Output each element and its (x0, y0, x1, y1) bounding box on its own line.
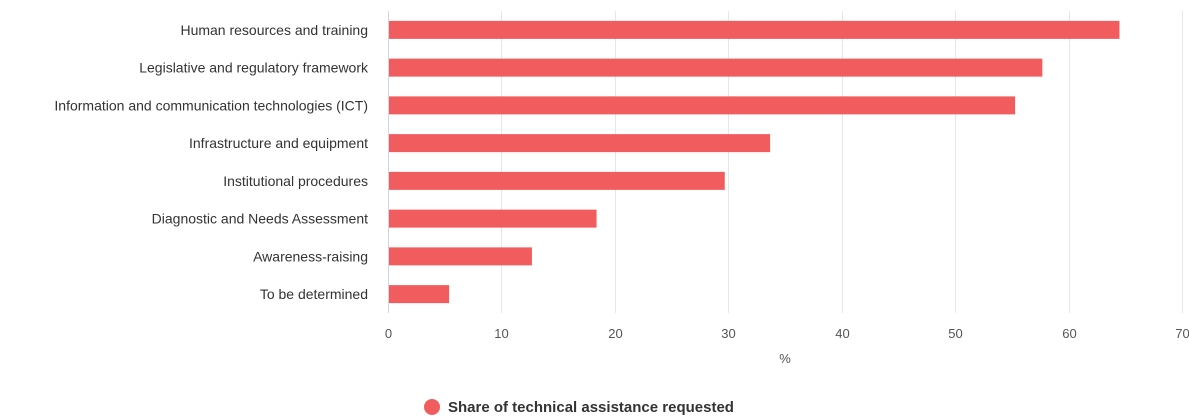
bar[interactable] (389, 209, 597, 228)
grid-lines (501, 11, 1183, 313)
category-label: Awareness-raising (253, 248, 368, 264)
bars (389, 20, 1120, 304)
x-tick-label: 40 (835, 326, 849, 341)
legend[interactable]: Share of technical assistance requested (424, 399, 734, 416)
x-tick-label: 30 (721, 326, 735, 341)
x-axis-tick-labels: 0 10 20 30 40 50 60 70 (385, 326, 1189, 341)
bar[interactable] (389, 96, 1016, 115)
legend-marker (424, 399, 440, 415)
x-tick-label: 70 (1175, 326, 1189, 341)
category-label: Infrastructure and equipment (189, 135, 368, 151)
bar[interactable] (389, 20, 1120, 39)
category-label: Legislative and regulatory framework (139, 60, 369, 76)
category-label: Institutional procedures (223, 173, 368, 189)
legend-series-label[interactable]: Share of technical assistance requested (448, 399, 734, 416)
category-label: Diagnostic and Needs Assessment (152, 211, 368, 227)
bar[interactable] (389, 285, 450, 304)
x-tick-label: 20 (608, 326, 622, 341)
x-tick-label: 60 (1062, 326, 1076, 341)
category-labels: Human resources and training Legislative … (54, 22, 369, 302)
x-tick-label: 10 (494, 326, 508, 341)
bar[interactable] (389, 247, 532, 266)
bar[interactable] (389, 171, 725, 190)
x-axis-title: % (779, 351, 791, 366)
x-tick-label: 50 (948, 326, 962, 341)
category-label: Human resources and training (180, 22, 368, 38)
category-label: Information and communication technologi… (54, 97, 368, 113)
bar[interactable] (389, 134, 771, 153)
bar[interactable] (389, 58, 1043, 77)
x-tick-label: 0 (385, 326, 392, 341)
category-label: To be determined (260, 286, 368, 302)
